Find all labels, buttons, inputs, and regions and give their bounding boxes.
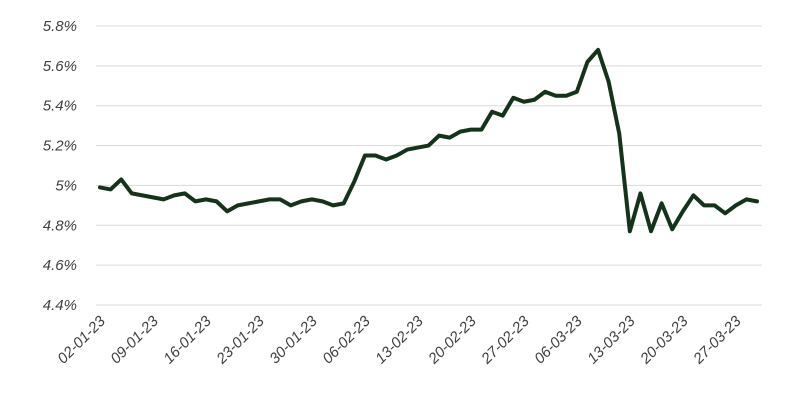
x-tick-label: 23-01-23 bbox=[213, 312, 269, 368]
x-tick-label: 06-02-23 bbox=[319, 312, 374, 367]
x-tick-label: 27-02-23 bbox=[478, 312, 534, 368]
x-tick-label: 30-01-23 bbox=[266, 312, 321, 367]
y-tick-label: 4.6% bbox=[43, 257, 77, 274]
x-tick-label: 20-03-23 bbox=[636, 312, 692, 368]
x-tick-label: 02-01-23 bbox=[54, 312, 109, 367]
y-tick-label: 5.6% bbox=[43, 58, 77, 75]
y-tick-label: 4.4% bbox=[43, 297, 77, 314]
y-tick-label: 4.8% bbox=[43, 217, 77, 234]
y-tick-label: 5.2% bbox=[43, 138, 77, 155]
x-tick-label: 27-03-23 bbox=[689, 312, 745, 368]
x-tick-label: 13-02-23 bbox=[372, 312, 427, 367]
line-series bbox=[98, 47, 759, 234]
y-tick-label: 5% bbox=[55, 177, 77, 194]
y-tick-label: 5.8% bbox=[43, 18, 77, 35]
x-tick-label: 13-03-23 bbox=[584, 312, 639, 367]
x-tick-label: 16-01-23 bbox=[160, 312, 215, 367]
x-tick-label: 20-02-23 bbox=[425, 312, 481, 368]
x-tick-label: 06-03-23 bbox=[531, 312, 586, 367]
y-tick-label: 5.4% bbox=[43, 98, 77, 115]
x-tick-label: 09-01-23 bbox=[107, 312, 162, 367]
